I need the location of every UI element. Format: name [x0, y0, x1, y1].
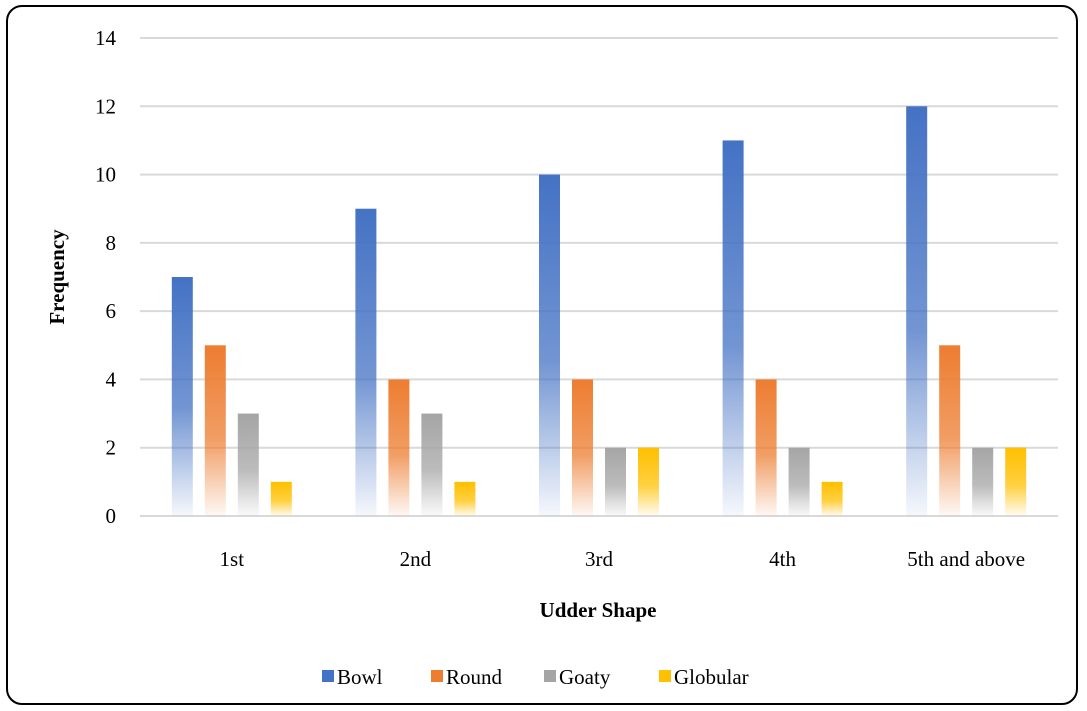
y-tick-label: 12 — [95, 94, 116, 118]
y-tick-label: 0 — [106, 504, 117, 528]
bar-bowl-5th-and-above — [906, 106, 928, 517]
bars — [171, 106, 1027, 517]
bar-globular-4th — [821, 481, 843, 516]
bar-globular-3rd — [638, 447, 659, 516]
y-axis-ticks: 0 2 4 6 8 10 12 14 — [95, 26, 117, 528]
bar-round-4th — [755, 379, 777, 516]
bar-goaty-1st — [237, 413, 259, 516]
legend: Bowl Round Goaty Globular — [322, 665, 749, 689]
legend-swatch — [322, 670, 334, 682]
bar-goaty-5th-and-above — [972, 447, 994, 516]
bar-bowl-1st — [171, 277, 193, 516]
legend-swatch — [431, 670, 443, 682]
x-tick-label: 3rd — [585, 547, 613, 571]
y-tick-label: 14 — [95, 26, 117, 50]
legend-label: Goaty — [559, 665, 611, 689]
y-tick-label: 8 — [106, 231, 117, 255]
bar-goaty-4th — [788, 447, 810, 516]
legend-item-globular: Globular — [659, 665, 749, 689]
y-tick-label: 10 — [95, 163, 116, 187]
bar-globular-1st — [270, 481, 292, 516]
legend-label: Globular — [674, 665, 749, 689]
legend-label: Bowl — [337, 665, 383, 689]
bar-bowl-4th — [722, 140, 744, 516]
bar-globular-2nd — [454, 481, 476, 516]
bar-round-3rd — [572, 379, 593, 516]
bar-bowl-2nd — [355, 208, 377, 516]
y-axis-title: Frequency — [45, 229, 69, 325]
y-tick-label: 4 — [106, 367, 117, 391]
bar-goaty-3rd — [605, 447, 626, 516]
y-tick-label: 6 — [106, 299, 117, 323]
bar-goaty-2nd — [421, 413, 443, 516]
legend-item-bowl: Bowl — [322, 665, 383, 689]
legend-swatch — [659, 670, 671, 682]
x-tick-label: 4th — [769, 547, 796, 571]
bar-round-5th-and-above — [939, 345, 961, 516]
legend-item-goaty: Goaty — [544, 665, 611, 689]
bar-globular-5th-and-above — [1005, 447, 1027, 516]
gridlines — [140, 37, 1058, 517]
bar-round-2nd — [388, 379, 410, 516]
x-tick-label: 2nd — [400, 547, 432, 571]
legend-label: Round — [446, 665, 503, 689]
legend-swatch — [544, 670, 556, 682]
legend-item-round: Round — [431, 665, 503, 689]
bar-bowl-3rd — [539, 174, 560, 517]
x-axis-ticks: 1st 2nd 3rd 4th 5th and above — [220, 547, 1026, 571]
bar-round-1st — [204, 345, 226, 516]
x-axis-title: Udder Shape — [540, 598, 657, 622]
x-tick-label: 1st — [220, 547, 245, 571]
y-tick-label: 2 — [106, 436, 117, 460]
x-tick-label: 5th and above — [907, 547, 1025, 571]
